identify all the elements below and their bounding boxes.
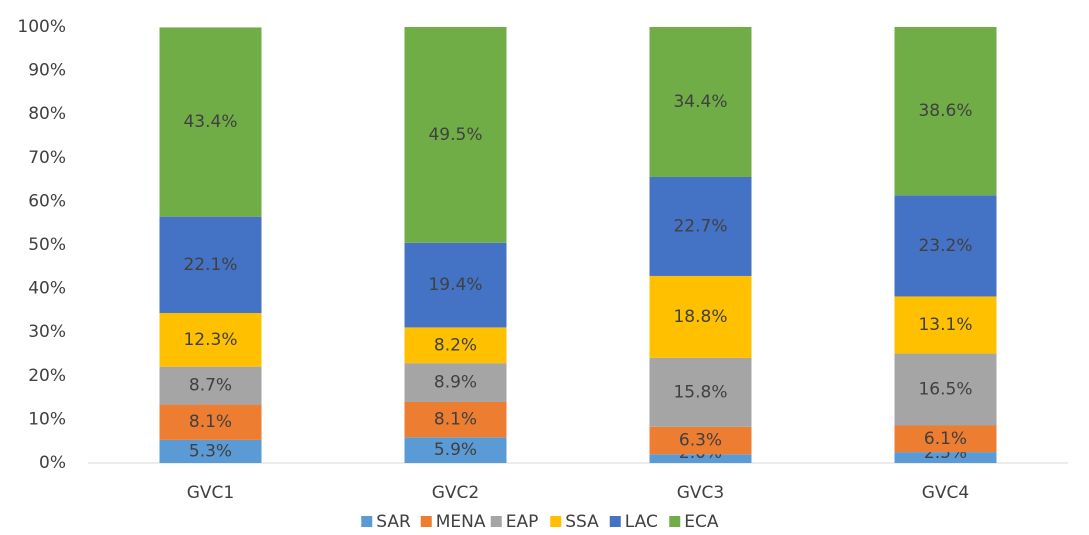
bar-segment [159, 404, 262, 440]
bar-segment [404, 363, 507, 402]
data-label: 6.1% [924, 429, 967, 449]
y-tick-label: 40% [28, 279, 66, 299]
legend-label: EAP [506, 512, 539, 532]
y-tick-label: 10% [28, 409, 66, 429]
data-label: 13.1% [918, 315, 972, 335]
bar-segment [894, 195, 997, 297]
bar-segment [404, 27, 507, 243]
y-tick-label: 70% [28, 148, 66, 168]
bar-segment [404, 401, 507, 438]
bar-segment [649, 357, 752, 427]
bar-segment [649, 426, 752, 455]
bar-segment [894, 452, 997, 463]
bar-segment [159, 366, 262, 405]
x-tick-label: GVC4 [922, 483, 970, 503]
x-tick-label: GVC2 [432, 483, 480, 503]
legend-swatch [609, 516, 621, 527]
data-label: 6.3% [679, 431, 722, 451]
data-label: 8.7% [189, 376, 232, 396]
y-tick-label: 90% [28, 61, 66, 81]
legend-swatch [361, 516, 373, 527]
y-tick-label: 50% [28, 235, 66, 255]
data-label: 22.7% [673, 216, 727, 236]
bar-segment [159, 27, 262, 217]
bar-segment [159, 439, 262, 463]
data-label: 18.8% [673, 307, 727, 327]
bar-segment [649, 275, 752, 358]
bar-segment [894, 296, 997, 354]
bar-segment [404, 437, 507, 463]
data-label: 16.5% [918, 380, 972, 400]
data-label: 23.2% [918, 236, 972, 256]
legend-swatch [420, 516, 432, 527]
data-label: 12.3% [183, 330, 237, 350]
bar-segment [159, 313, 262, 367]
y-tick-label: 60% [28, 191, 66, 211]
bar-segment [894, 425, 997, 453]
legend-label: SAR [376, 512, 411, 532]
bar-segment [159, 216, 262, 314]
legend-swatch [490, 516, 502, 527]
data-label: 49.5% [428, 125, 482, 145]
data-label: 43.4% [183, 112, 237, 132]
data-label: 38.6% [918, 101, 972, 121]
bar-segment [404, 242, 507, 328]
y-tick-label: 30% [28, 322, 66, 342]
y-tick-label: 80% [28, 104, 66, 124]
legend-swatch [669, 516, 681, 527]
bar-segment [894, 353, 997, 426]
data-label: 8.1% [434, 410, 477, 430]
bar-segment [404, 327, 507, 364]
legend-label: ECA [684, 512, 719, 532]
bar-segment [649, 176, 752, 276]
legend-label: LAC [625, 512, 658, 532]
data-label: 34.4% [673, 92, 727, 112]
x-tick-label: GVC1 [187, 483, 235, 503]
data-label: 8.1% [189, 412, 232, 432]
data-label: 15.8% [673, 382, 727, 402]
legend-label: SSA [565, 512, 599, 532]
bar-segment [894, 27, 997, 196]
x-tick-label: GVC3 [677, 483, 725, 503]
y-tick-label: 0% [39, 453, 66, 473]
data-label: 8.2% [434, 335, 477, 355]
data-label: 19.4% [428, 275, 482, 295]
data-label: 5.9% [434, 440, 477, 460]
bar-segment [649, 27, 752, 177]
legend-swatch [550, 516, 562, 527]
y-tick-label: 20% [28, 366, 66, 386]
data-label: 22.1% [183, 255, 237, 275]
bar-segment [649, 454, 752, 463]
legend-label: MENA [436, 512, 486, 532]
data-label: 5.3% [189, 441, 232, 461]
y-tick-label: 100% [17, 17, 66, 37]
data-label: 8.9% [434, 373, 477, 393]
